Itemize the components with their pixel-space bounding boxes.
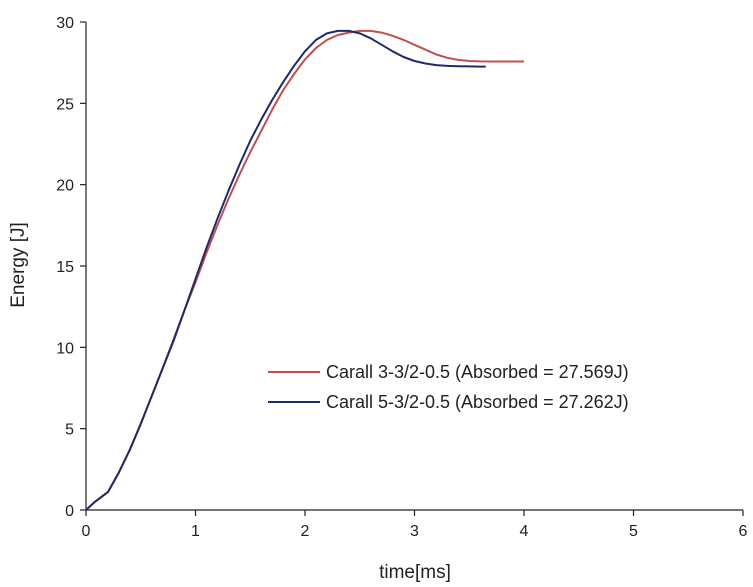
x-tick-label: 4 [520, 523, 529, 540]
y-tick-label: 10 [56, 340, 74, 357]
x-tick-label: 0 [82, 523, 91, 540]
series-layer [85, 29, 524, 511]
x-tick-label: 1 [191, 523, 200, 540]
legend: Carall 3-3/2-0.5 (Absorbed = 27.569J) Ca… [268, 362, 629, 412]
axes [85, 22, 743, 511]
y-tick-label: 20 [56, 178, 74, 195]
y-tick-label: 30 [56, 15, 74, 32]
x-ticks: 0 1 2 3 4 5 6 [82, 510, 748, 540]
series-line-1 [85, 29, 524, 511]
x-tick-label: 3 [410, 523, 419, 540]
x-axis-title: time[ms] [379, 562, 451, 583]
x-tick-label: 6 [739, 523, 748, 540]
legend-label-series-2: Carall 5-3/2-0.5 (Absorbed = 27.262J) [326, 392, 629, 412]
y-ticks: 0 5 10 15 20 25 30 [56, 15, 86, 520]
y-tick-label: 5 [65, 422, 74, 439]
x-tick-label: 5 [629, 523, 638, 540]
legend-label-series-1: Carall 3-3/2-0.5 (Absorbed = 27.569J) [326, 362, 629, 382]
y-tick-label: 15 [56, 259, 74, 276]
y-tick-label: 25 [56, 96, 74, 113]
x-tick-label: 2 [301, 523, 310, 540]
y-axis-title: Energy [J] [8, 222, 29, 308]
series-line-2 [85, 29, 486, 511]
y-tick-label: 0 [65, 503, 74, 520]
